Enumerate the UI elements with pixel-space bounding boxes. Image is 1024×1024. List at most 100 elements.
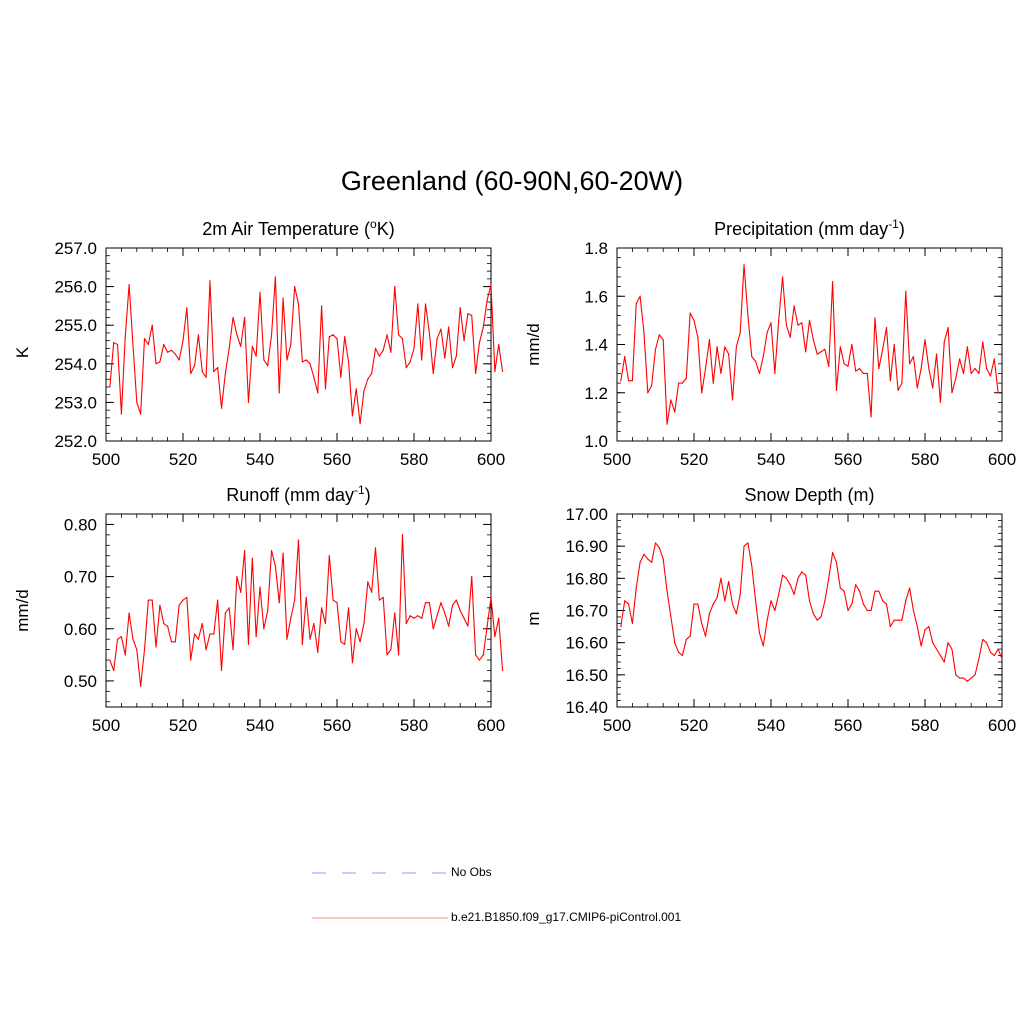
data-point <box>647 392 649 394</box>
data-point <box>255 355 257 357</box>
data-point <box>120 413 122 415</box>
data-point <box>774 372 776 375</box>
data-point <box>274 276 276 278</box>
x-tick-label: 540 <box>246 716 274 735</box>
data-point <box>228 347 230 349</box>
data-point <box>332 334 334 336</box>
x-tick-label: 600 <box>988 716 1016 735</box>
data-point <box>309 363 311 365</box>
data-point <box>766 619 768 621</box>
data-point <box>970 372 972 375</box>
legend-label-no-obs: No Obs <box>451 865 492 879</box>
data-point <box>997 648 999 650</box>
plot-frame <box>105 513 492 708</box>
data-point <box>336 602 338 604</box>
data-point <box>409 361 411 363</box>
data-point <box>708 339 711 341</box>
data-point <box>751 355 753 358</box>
data-point <box>993 358 995 360</box>
data-point <box>347 607 350 609</box>
data-point <box>824 348 826 350</box>
data-point <box>701 622 703 624</box>
data-point <box>681 654 684 657</box>
data-point <box>762 355 764 358</box>
data-point <box>390 351 392 353</box>
y-tick-label: 0.60 <box>64 620 97 639</box>
data-point <box>355 628 357 630</box>
data-point <box>270 334 273 336</box>
series-line <box>620 542 1003 682</box>
panel-runoff: 500 520 540 560 580 600 0.50 0.60 0.70 0.80 mm/d Ru… <box>13 483 505 735</box>
data-point <box>151 324 153 326</box>
data-point <box>912 609 915 612</box>
y-tick-label: 1.6 <box>584 287 608 306</box>
data-point <box>136 649 138 651</box>
data-point <box>217 599 219 601</box>
data-point <box>943 341 945 343</box>
data-point <box>116 343 119 346</box>
data-point <box>781 276 784 278</box>
data-point <box>697 603 699 605</box>
data-point <box>332 599 334 601</box>
x-tick-label: 520 <box>169 716 197 735</box>
data-point <box>724 600 726 602</box>
data-point <box>828 365 830 367</box>
data-point <box>205 649 207 651</box>
data-point <box>209 280 211 282</box>
panels: 500 520 540 560 580 600 252.0 253.0 254.0 255.0 25… <box>13 217 1016 735</box>
data-point <box>340 376 342 378</box>
data-point <box>259 291 261 293</box>
data-point <box>982 341 984 343</box>
data-point <box>893 343 895 346</box>
data-point <box>448 326 450 328</box>
data-point <box>989 651 992 653</box>
data-point <box>858 368 861 370</box>
data-point <box>232 649 234 651</box>
data-point <box>351 415 353 417</box>
legend-label-model: b.e21.B1850.f09_g17.CMIP6-piControl.001 <box>451 910 682 924</box>
data-point <box>920 645 922 647</box>
data-point <box>893 619 895 621</box>
data-point <box>643 553 645 555</box>
data-point <box>132 638 134 640</box>
data-point <box>643 331 645 334</box>
data-point <box>997 392 999 394</box>
x-tick-label: 560 <box>834 450 862 469</box>
data-point <box>413 347 415 349</box>
data-point <box>743 264 745 266</box>
panel-snow-depth: 500 520 540 560 580 600 16.40 16.50 16.60 16.70 16… <box>524 485 1016 735</box>
data-point <box>224 612 226 614</box>
data-point <box>294 599 296 601</box>
data-point <box>405 367 407 369</box>
data-point <box>751 564 753 567</box>
data-point <box>928 368 930 370</box>
data-point <box>455 599 457 601</box>
data-point <box>932 642 934 644</box>
plot-frame <box>616 513 1003 708</box>
data-point <box>367 581 369 583</box>
data-point <box>301 643 303 646</box>
data-point <box>885 603 888 605</box>
panel-title: Precipitation (mm day-1) <box>714 217 905 239</box>
data-point <box>989 375 992 377</box>
data-point <box>855 584 857 586</box>
series-points <box>620 542 1003 682</box>
data-point <box>851 343 853 346</box>
data-point <box>970 677 972 679</box>
data-point <box>627 380 630 382</box>
data-point <box>394 286 396 288</box>
data-point <box>324 388 327 390</box>
data-point <box>678 382 680 384</box>
panel-title-suffix: ) <box>899 219 905 239</box>
data-point <box>935 648 938 650</box>
data-point <box>498 343 500 346</box>
y-tick-label: 0.70 <box>64 568 97 587</box>
data-point <box>386 334 388 336</box>
data-point <box>758 632 761 634</box>
data-point <box>128 284 130 286</box>
data-point <box>897 389 899 391</box>
data-point <box>174 353 176 355</box>
y-tick-label: 1.4 <box>584 336 608 355</box>
data-point <box>482 654 484 656</box>
y-axis-label: mm/d <box>13 589 32 632</box>
